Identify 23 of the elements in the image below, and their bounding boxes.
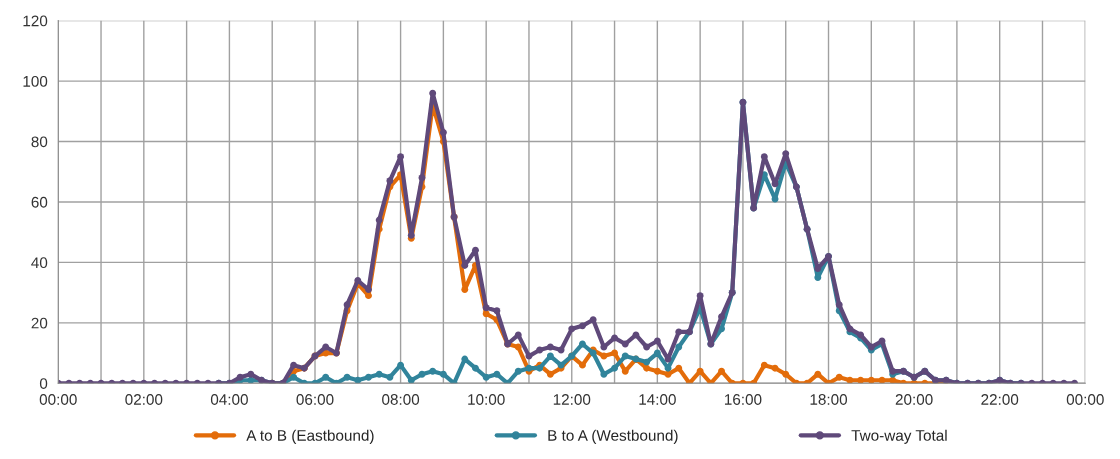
- y-tick-label: 0: [39, 378, 48, 389]
- x-tick-label: 10:00: [468, 394, 505, 405]
- legend-label: B to A (Westbound): [548, 429, 678, 444]
- legend-label: Two-way Total: [851, 429, 947, 444]
- y-tick-label: 120: [23, 15, 48, 27]
- x-tick-label: 04:00: [210, 394, 248, 405]
- x-tick-label: 16:00: [724, 394, 762, 405]
- y-tick-label: 100: [23, 75, 48, 87]
- x-tick-label: 00:00: [1066, 394, 1104, 405]
- x-tick-label: 22:00: [981, 394, 1019, 405]
- y-tick-label: 60: [31, 196, 48, 208]
- x-tick-label: 18:00: [810, 394, 848, 405]
- x-tick-label: 08:00: [382, 394, 420, 405]
- x-tick-label: 02:00: [125, 394, 163, 405]
- y-tick-label: 20: [31, 317, 48, 329]
- x-tick-label: 06:00: [296, 394, 334, 405]
- y-tick-label: 40: [31, 257, 48, 269]
- legend-label: A to B (Eastbound): [246, 429, 374, 444]
- x-tick-label: 00:00: [39, 394, 77, 405]
- x-tick-label: 14:00: [639, 394, 676, 405]
- x-tick-label: 20:00: [895, 394, 933, 405]
- y-tick-label: 80: [31, 136, 48, 148]
- x-tick-label: 12:00: [553, 394, 591, 405]
